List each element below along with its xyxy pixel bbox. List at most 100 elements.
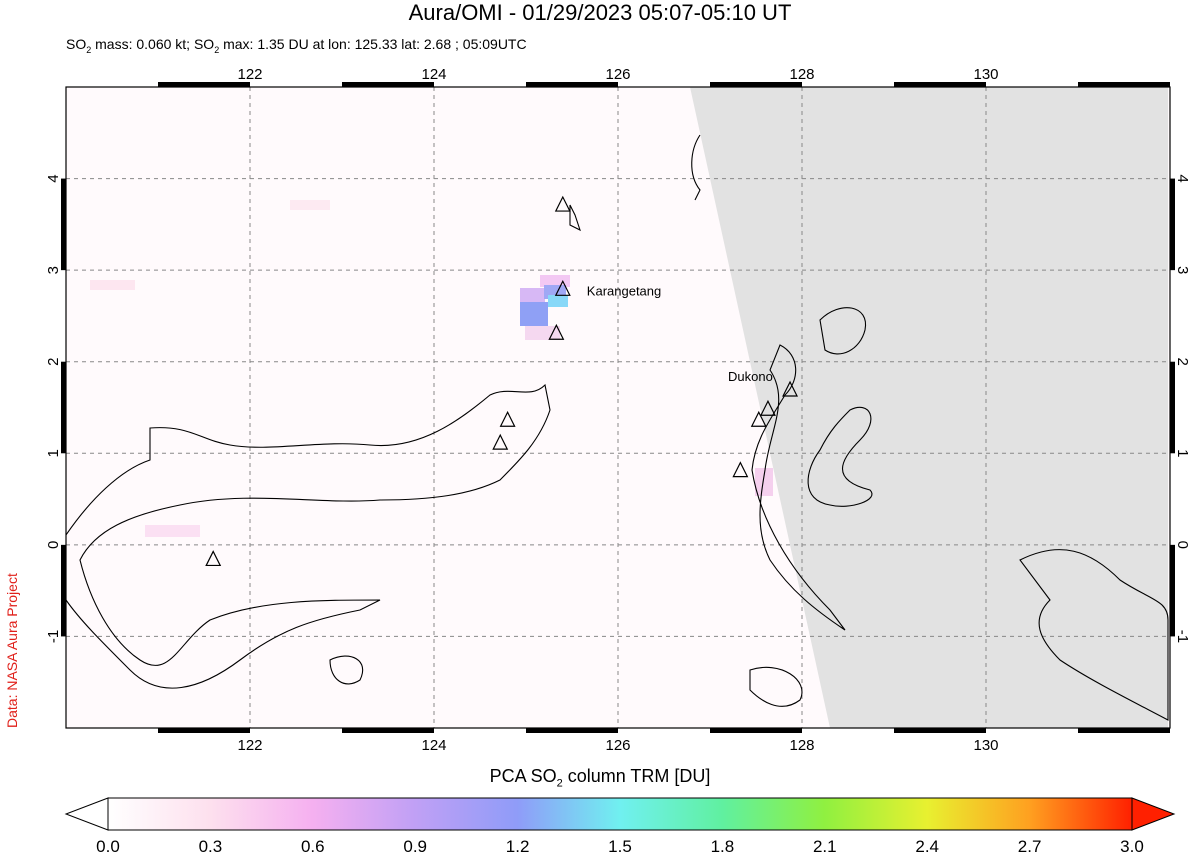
halmahera-east-coastline xyxy=(807,406,873,507)
colorbar-tick: 0.6 xyxy=(301,837,325,855)
lon-tick-top: 122 xyxy=(237,66,262,83)
lat-tick-right: 4 xyxy=(1174,174,1191,182)
colorbar-title-text: PCA SO xyxy=(489,766,557,786)
frame-bar xyxy=(1170,361,1175,454)
colorbar-tick: 1.2 xyxy=(506,837,530,855)
frame-bar xyxy=(61,178,66,271)
colorbar-title-text: column TRM [DU] xyxy=(562,766,711,786)
volcano-label: Karangetang xyxy=(587,283,661,298)
so2-pixel xyxy=(540,275,570,287)
so2-pixel xyxy=(90,280,135,290)
lat-tick-left: 3 xyxy=(45,266,62,274)
so2-pixel xyxy=(755,468,773,496)
volcano-markers: Karangetang Dukono xyxy=(205,195,799,567)
island-coastline xyxy=(691,134,701,201)
frame-bar xyxy=(61,361,66,454)
frame-bar xyxy=(158,82,250,87)
colorbar-tick: 2.7 xyxy=(1018,837,1042,855)
frame-bars xyxy=(61,82,1175,733)
lat-tick-left: 0 xyxy=(45,541,62,549)
volcano-icon xyxy=(492,433,509,450)
colorbar: 0.0 0.3 0.6 0.9 1.2 1.5 1.8 2.1 2.4 2.7 3.0 xyxy=(64,797,1176,855)
colorbar-gradient xyxy=(107,797,1133,831)
frame-bar xyxy=(342,728,434,733)
frame-bar xyxy=(710,82,802,87)
lat-tick-right: 2 xyxy=(1174,358,1191,366)
frame-bar xyxy=(1078,728,1170,733)
frame-bar xyxy=(894,82,986,87)
lon-tick-top: 124 xyxy=(421,66,446,83)
frame-bar xyxy=(158,728,250,733)
subscript: 2 xyxy=(556,777,563,790)
coastlines xyxy=(66,134,1169,721)
lat-tick-left: 1 xyxy=(45,449,62,457)
volcano-icon xyxy=(554,195,571,212)
volcano-icon xyxy=(759,399,776,416)
frame-bar xyxy=(1078,82,1170,87)
colorbar-tick: 0.0 xyxy=(96,837,120,855)
island-coastline xyxy=(569,204,581,232)
colorbar-tick: 1.5 xyxy=(608,837,632,855)
frame-bar xyxy=(526,728,618,733)
frame-bar xyxy=(526,82,618,87)
map-title: Aura/OMI - 01/29/2023 05:07-05:10 UT xyxy=(408,0,792,25)
volcano-icon xyxy=(732,461,749,478)
subtitle-text: SO xyxy=(66,36,87,52)
so2-pixel xyxy=(520,302,548,326)
lon-tick-top: 126 xyxy=(605,66,630,83)
colorbar-tick: 0.9 xyxy=(403,837,427,855)
volcano-icon xyxy=(750,410,767,427)
frame-bar xyxy=(1170,178,1175,271)
volcano-icon xyxy=(548,323,565,340)
lat-tick-right: 1 xyxy=(1174,449,1191,457)
so2-pixel xyxy=(520,288,545,302)
morotai-coastline xyxy=(819,307,867,355)
frame-bar xyxy=(1170,544,1175,637)
frame-bar xyxy=(342,82,434,87)
volcano-icon xyxy=(554,279,571,296)
lat-tick-left: -1 xyxy=(45,630,62,643)
axis-ticks: 122 122 124 124 126 126 128 128 130 130 4 4 3 3 2 2 1 1 0 0… xyxy=(45,66,1191,754)
lon-tick-bottom: 130 xyxy=(973,737,998,754)
colorbar-tick: 0.3 xyxy=(199,837,223,855)
subtitle-text: mass: 0.060 kt; SO xyxy=(91,36,215,52)
so2-pixel xyxy=(145,525,200,537)
colorbar-title: PCA SO2 column TRM [DU] xyxy=(0,766,1200,790)
so2-pixel xyxy=(290,200,330,210)
frame-bar xyxy=(61,544,66,637)
lon-tick-bottom: 122 xyxy=(237,737,262,754)
lat-tick-left: 2 xyxy=(45,358,62,366)
colorbar-max-arrow xyxy=(1131,797,1176,831)
map-subtitle: SO2 mass: 0.060 kt; SO2 max: 1.35 DU at … xyxy=(66,36,527,55)
frame-bar xyxy=(894,728,986,733)
lon-tick-top: 128 xyxy=(789,66,814,83)
island-coastline xyxy=(749,666,803,707)
island-coastline xyxy=(329,655,364,685)
subtitle-text: max: 1.35 DU at lon: 125.33 lat: 2.68 ; … xyxy=(219,36,527,52)
lon-tick-bottom: 126 xyxy=(605,737,630,754)
frame-bar xyxy=(710,728,802,733)
subscript: 2 xyxy=(86,44,92,55)
new-guinea-coastline xyxy=(1019,549,1169,721)
lon-tick-bottom: 128 xyxy=(789,737,814,754)
lat-tick-right: 3 xyxy=(1174,266,1191,274)
colorbar-tick: 2.1 xyxy=(813,837,837,855)
volcano-label: Dukono xyxy=(728,369,773,384)
no-data-region xyxy=(690,87,1168,728)
lon-tick-bottom: 124 xyxy=(421,737,446,754)
grid-lines xyxy=(66,87,1170,728)
lon-tick-top: 130 xyxy=(973,66,998,83)
sulawesi-coastline xyxy=(66,383,551,689)
volcano-icon xyxy=(499,410,516,427)
colorbar-tick: 2.4 xyxy=(915,837,939,855)
lat-tick-right: 0 xyxy=(1174,541,1191,549)
colorbar-tick: 1.8 xyxy=(711,837,735,855)
colorbar-tick: 3.0 xyxy=(1120,837,1144,855)
colorbar-min-arrow xyxy=(64,797,109,831)
lat-tick-left: 4 xyxy=(45,174,62,182)
so2-pixel xyxy=(548,295,568,307)
subscript: 2 xyxy=(214,44,220,55)
halmahera-coastline xyxy=(751,344,846,631)
volcano-icon xyxy=(782,380,799,397)
